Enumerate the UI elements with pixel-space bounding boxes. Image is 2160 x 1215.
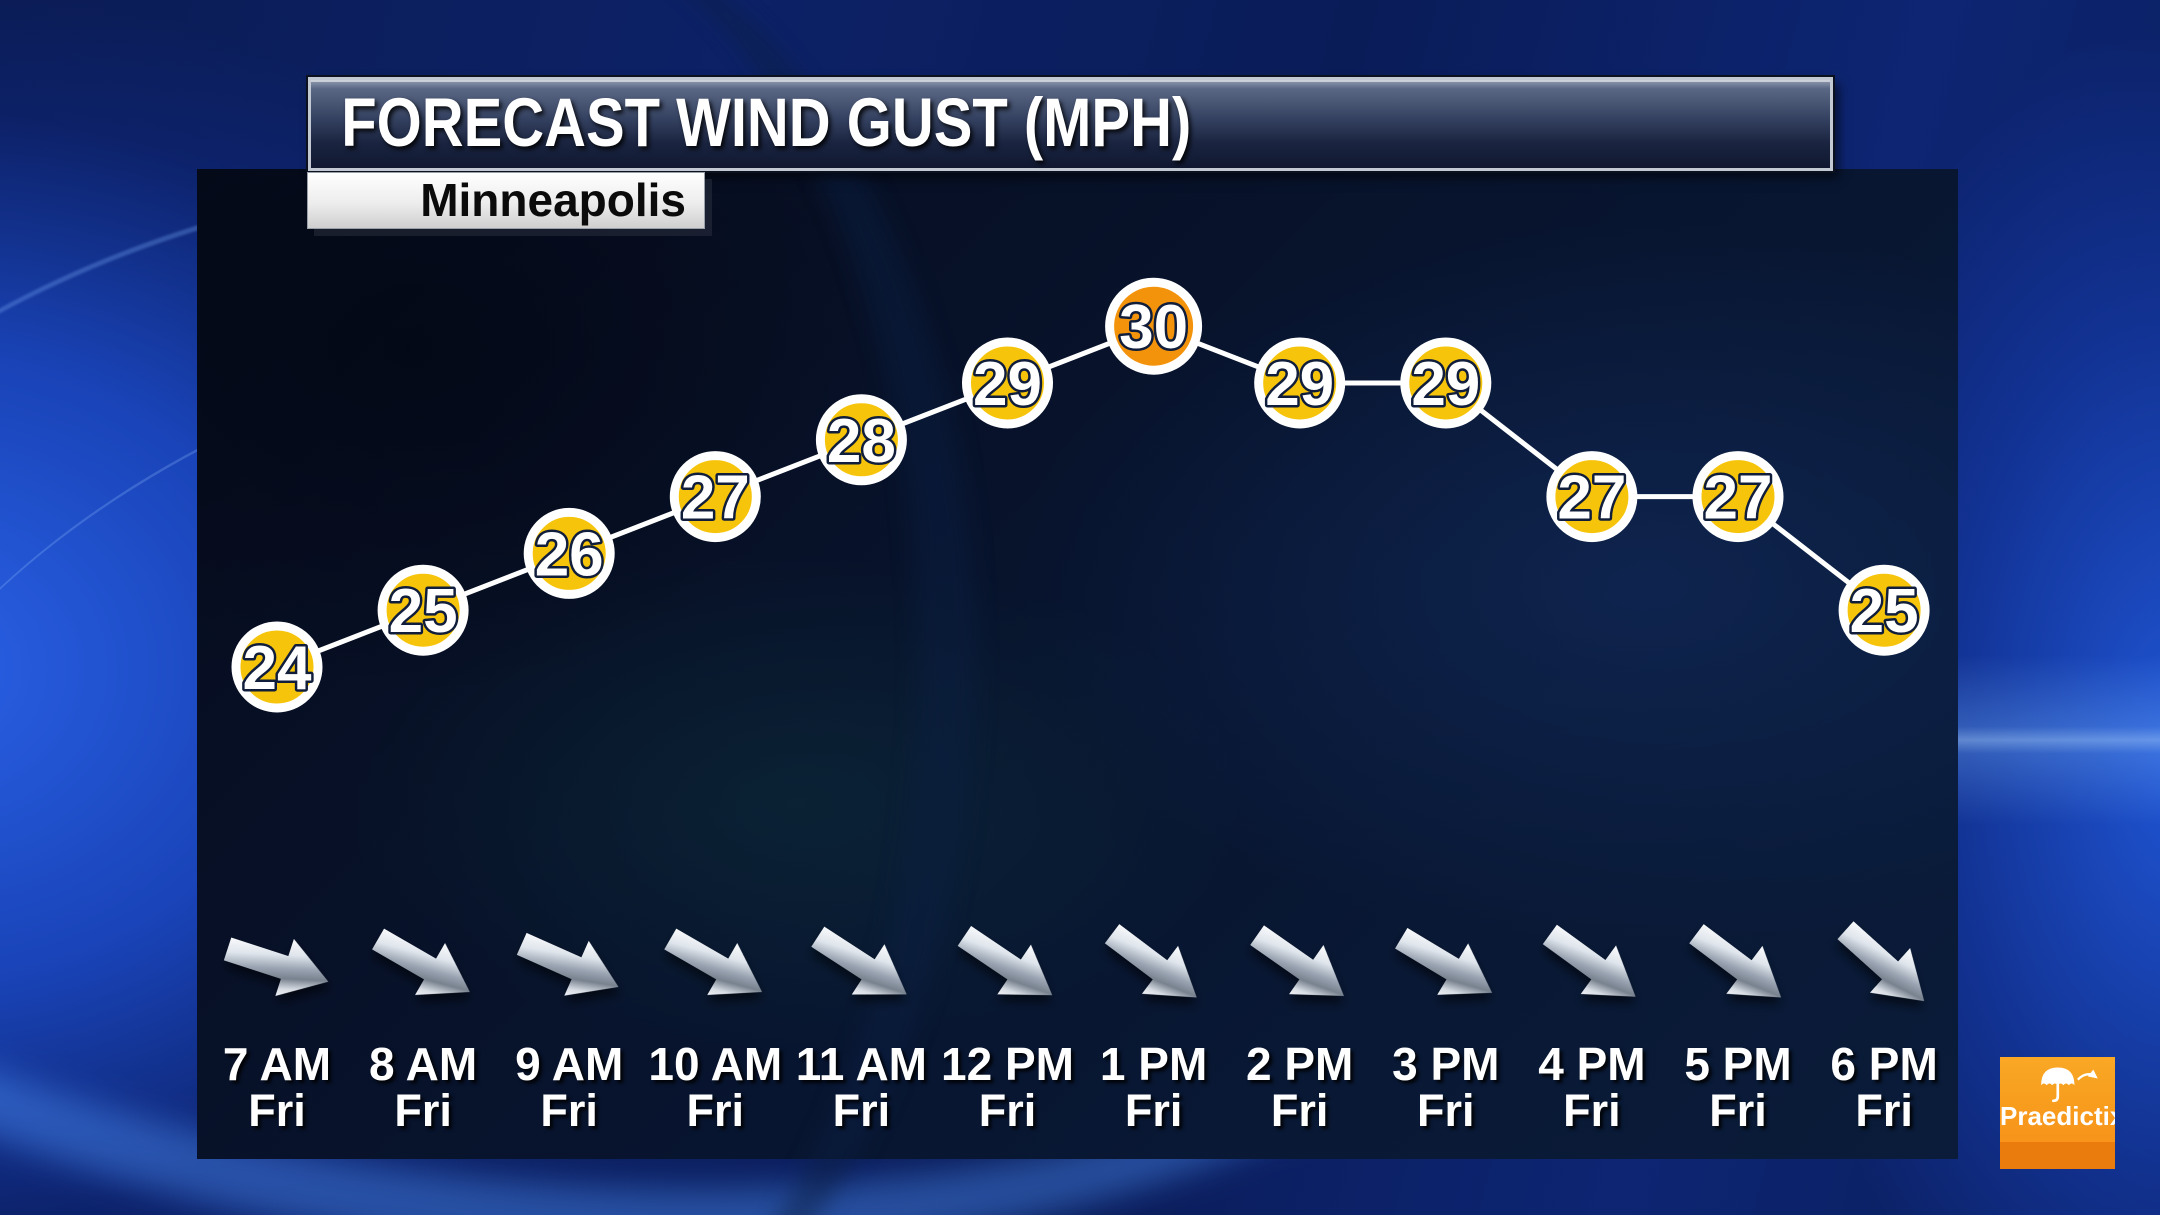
time-label: 1 PM (1099, 1038, 1208, 1090)
day-label: Fri (248, 1085, 306, 1136)
gust-marker (1400, 337, 1492, 429)
time-label: 9 AM (515, 1038, 624, 1090)
wind-direction-arrow-icon (516, 932, 619, 996)
gust-value-label: 29 (1265, 350, 1334, 419)
gust-value-label: 29 (1411, 350, 1480, 419)
praedictix-logo: Praedictix (2000, 1057, 2115, 1169)
wind-direction-arrow-icon (811, 926, 907, 995)
gust-marker (962, 337, 1053, 429)
day-label: Fri (978, 1085, 1037, 1136)
gust-marker (523, 507, 615, 599)
day-label: Fri (832, 1085, 891, 1136)
wind-direction-arrow-icon (1542, 924, 1636, 997)
day-label: Fri (1709, 1085, 1767, 1136)
gust-marker (669, 451, 761, 543)
day-label: Fri (540, 1085, 598, 1136)
wind-direction-arrow-icon (664, 928, 763, 995)
gust-value-label: 27 (1557, 464, 1626, 533)
time-label: 5 PM (1684, 1038, 1792, 1090)
time-label: 6 PM (1830, 1038, 1938, 1090)
gust-value-label: 29 (973, 350, 1042, 419)
gust-marker (231, 621, 323, 713)
gust-value-label: 27 (681, 464, 750, 533)
day-label: Fri (686, 1085, 745, 1136)
gust-value-label: 25 (1850, 577, 1919, 646)
gust-value-label: 24 (243, 634, 312, 703)
wind-direction-arrow-icon (1395, 927, 1493, 995)
umbrella-icon (2041, 1067, 2098, 1103)
gust-marker (1254, 337, 1346, 429)
gust-marker (377, 564, 469, 656)
day-label: Fri (394, 1085, 452, 1136)
title-bar: FORECAST WIND GUST (MPH) (306, 75, 1835, 173)
location-bar: Minneapolis (307, 172, 705, 229)
wind-direction-arrow-icon (1837, 921, 1925, 1002)
time-label: 2 PM (1246, 1038, 1354, 1090)
arrow-southeast-icon (1104, 924, 1197, 998)
gust-value-label: 30 (1119, 293, 1188, 362)
arrow-southeast-icon (957, 925, 1053, 996)
gust-marker (815, 394, 907, 486)
logo-bottom-strip (2000, 1142, 2115, 1169)
arrow-southeast-icon (1395, 927, 1493, 995)
arrow-southeast-icon (1837, 921, 1925, 1002)
arrow-southeast-icon (664, 928, 763, 995)
gust-trend-line (276, 323, 1886, 670)
page-title: FORECAST WIND GUST (MPH) (341, 84, 1192, 161)
time-label: 12 PM (941, 1038, 1074, 1090)
brand-name: Praedictix (2000, 1101, 2115, 1131)
time-label: 10 AM (648, 1038, 783, 1090)
gust-marker (1692, 451, 1784, 543)
arrow-southeast-icon (516, 932, 619, 996)
gust-marker (1105, 277, 1203, 375)
gust-value-label: 26 (535, 520, 604, 589)
arrow-southeast-icon (1542, 924, 1636, 997)
time-label: 8 AM (368, 1038, 478, 1090)
gust-marker (1546, 451, 1638, 543)
arrow-southeast-icon (1250, 925, 1344, 996)
arrow-southeast-icon (811, 926, 907, 995)
wind-direction-arrow-icon (1250, 925, 1344, 996)
day-label: Fri (1563, 1085, 1621, 1136)
gust-value-label: 25 (389, 577, 458, 646)
day-label: Fri (1417, 1085, 1475, 1136)
gust-value-label: 28 (827, 407, 896, 476)
day-label: Fri (1270, 1085, 1329, 1136)
wind-direction-arrow-icon (957, 925, 1053, 996)
time-label: 7 AM (222, 1038, 332, 1090)
location-label: Minneapolis (420, 174, 686, 226)
arrow-southeast-icon (223, 937, 329, 997)
arrow-southeast-icon (1689, 924, 1782, 998)
gust-marker (1838, 564, 1930, 656)
time-label: 3 PM (1392, 1038, 1500, 1090)
wind-direction-arrow-icon (372, 928, 470, 995)
day-label: Fri (1124, 1085, 1183, 1136)
chart-panel: 24 25 26 27 28 29 30 29 29 27 27 25 7 AM Fri 8 AM Fri 9… (197, 0, 1958, 1215)
time-label: 4 PM (1538, 1038, 1646, 1090)
wind-gust-chart-svg: 24 25 26 27 28 29 30 29 29 27 27 25 (223, 277, 1930, 1002)
wind-direction-arrow-icon (1689, 924, 1782, 998)
wind-direction-arrow-icon (1104, 924, 1197, 998)
gust-value-label: 27 (1704, 464, 1773, 533)
time-label: 11 AM (795, 1038, 928, 1090)
wind-direction-arrow-icon (223, 937, 329, 997)
arrow-southeast-icon (372, 928, 470, 995)
day-label: Fri (1855, 1085, 1913, 1136)
